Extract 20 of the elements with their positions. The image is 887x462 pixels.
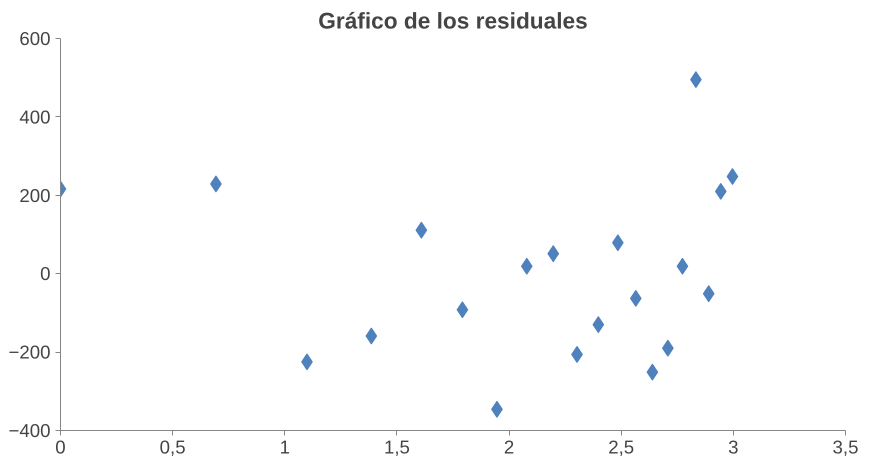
chart-title: Gráfico de los residuales	[318, 8, 588, 34]
point	[520, 258, 533, 275]
x-tick-label: 3,5	[832, 436, 858, 458]
point	[630, 290, 642, 307]
x-tick-label: 1	[280, 436, 290, 458]
point	[714, 182, 727, 200]
x-tick-label: 0,5	[160, 436, 186, 458]
y-tick-label: 200	[19, 184, 51, 206]
y-tick-label: 600	[19, 28, 51, 49]
x-tick-label: 0	[55, 436, 66, 458]
x-tick-label: 2,5	[608, 436, 634, 458]
y-tick-label: −400	[8, 420, 51, 441]
point	[547, 245, 560, 262]
y-tick-label: −200	[8, 342, 51, 363]
x-tick-label: 2	[504, 436, 514, 458]
x-tick-label: 3	[728, 436, 739, 458]
y-tick-label: 0	[40, 263, 51, 284]
y-tick-label: 400	[19, 106, 51, 128]
point	[702, 285, 715, 302]
x-tick-label: 1,5	[384, 436, 410, 458]
